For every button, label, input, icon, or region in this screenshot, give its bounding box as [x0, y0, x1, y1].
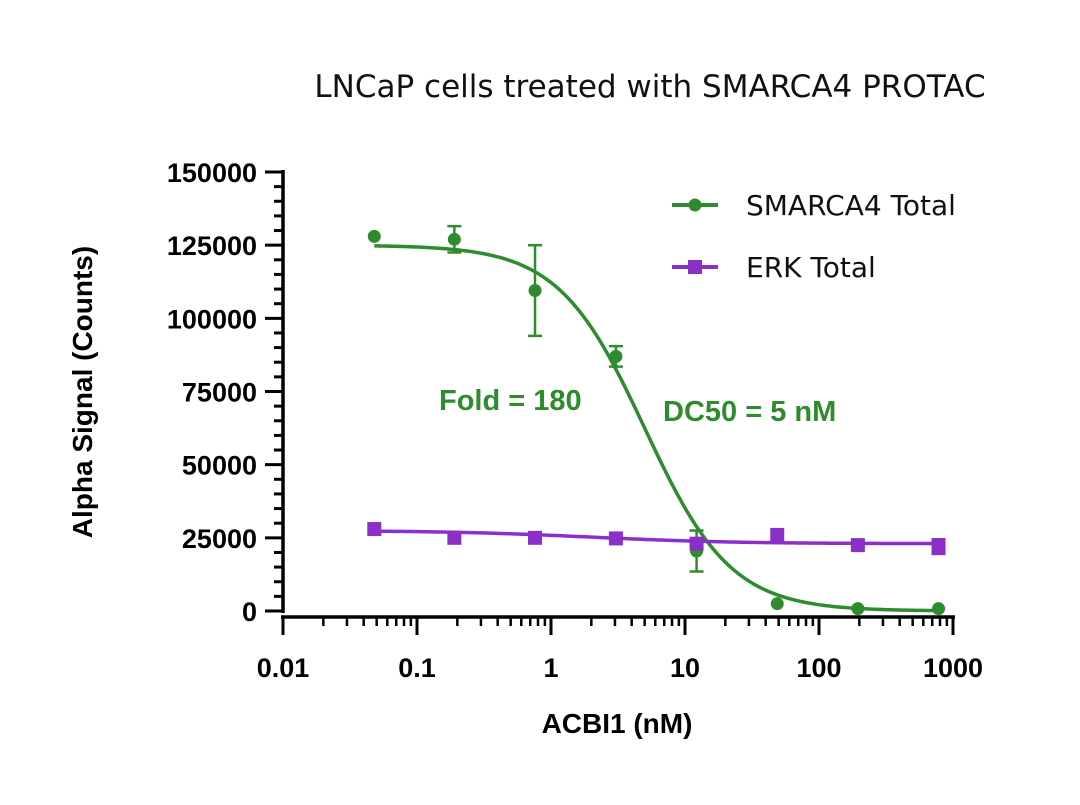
data-point-smarca4	[770, 597, 784, 611]
fit-curves	[374, 244, 939, 613]
y-tick-label: 125000	[167, 231, 257, 261]
data-points	[367, 229, 946, 616]
x-axis-label: ACBI1 (nM)	[542, 708, 693, 739]
y-axis-label: Alpha Signal (Counts)	[67, 246, 98, 538]
data-point-smarca4	[609, 349, 623, 363]
data-point-erk	[931, 539, 946, 554]
y-tick-label: 150000	[167, 158, 257, 188]
axes: 0 25000 50000 75000 100000 125000 150000 0.01 0.…	[167, 158, 983, 683]
fit-curve-erk	[374, 529, 939, 546]
data-point-erk	[367, 522, 382, 537]
legend-item-smarca4: SMARCA4 Total	[672, 189, 956, 222]
data-point-smarca4	[528, 284, 542, 298]
data-point-erk	[850, 538, 865, 553]
data-point-smarca4	[932, 602, 946, 616]
x-tick-label: 1000	[923, 653, 983, 683]
fit-curve-smarca4	[374, 244, 939, 613]
chart-title: LNCaP cells treated with SMARCA4 PROTAC	[314, 69, 985, 105]
x-tick-label: 1	[543, 653, 558, 683]
data-point-erk	[770, 527, 785, 542]
x-tick-label: 0.01	[257, 653, 310, 683]
legend-label-smarca4: SMARCA4 Total	[746, 189, 956, 222]
data-point-erk	[608, 531, 623, 546]
y-tick-label: 75000	[182, 378, 257, 408]
annotation-fold: Fold = 180	[439, 385, 582, 417]
data-point-erk	[528, 530, 543, 545]
legend-marker-smarca4	[688, 198, 702, 212]
y-tick-label: 100000	[167, 304, 257, 334]
data-point-smarca4	[851, 602, 865, 616]
legend: SMARCA4 Total ERK Total	[672, 189, 956, 284]
x-tick-label: 0.1	[398, 653, 436, 683]
data-point-erk	[447, 530, 462, 545]
annotation-dc50: DC50 = 5 nM	[663, 396, 836, 428]
x-tick-label: 10	[670, 653, 700, 683]
legend-label-erk: ERK Total	[746, 251, 876, 284]
data-point-smarca4	[447, 232, 461, 246]
legend-marker-erk	[688, 260, 702, 274]
y-tick-label: 50000	[182, 451, 257, 481]
x-tick-label: 100	[796, 653, 841, 683]
data-point-smarca4	[367, 229, 381, 243]
y-tick-label: 25000	[182, 524, 257, 554]
data-point-erk	[689, 536, 704, 551]
legend-item-erk: ERK Total	[672, 251, 876, 284]
y-tick-label: 0	[242, 597, 257, 627]
